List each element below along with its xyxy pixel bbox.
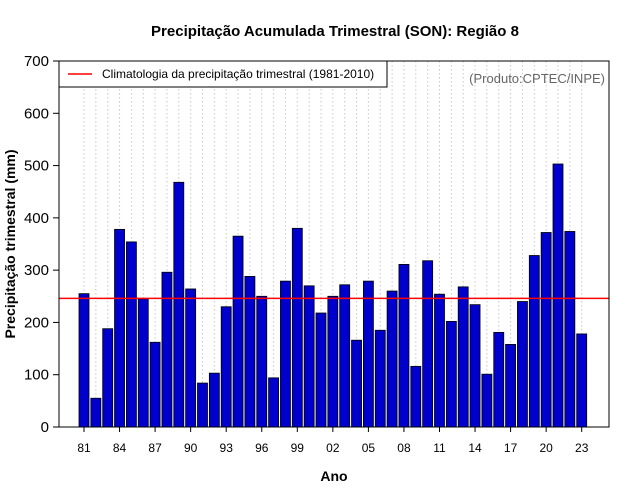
x-tick-label: 20 (539, 441, 553, 455)
y-tick-label: 400 (24, 210, 49, 227)
bar-2009 (410, 365, 422, 428)
bar-2005 (362, 280, 374, 428)
bar-2018 (517, 301, 528, 428)
x-tick-label: 90 (184, 441, 198, 455)
bar-2022 (564, 231, 576, 428)
bar-1989 (173, 181, 185, 428)
bar-2023 (576, 333, 588, 428)
bar-1996 (256, 295, 268, 428)
bar-1999 (291, 227, 303, 428)
y-tick-label: 700 (24, 53, 49, 70)
legend-climatology-label: Climatologia da precipitação trimestral … (102, 67, 374, 81)
x-tick-label: 87 (148, 441, 162, 455)
bar-2019 (528, 255, 540, 428)
bar-2017 (505, 343, 517, 428)
y-tick-label: 100 (24, 367, 49, 384)
x-tick-label: 02 (326, 441, 340, 455)
bar-2014 (469, 304, 481, 428)
bar-1984 (114, 228, 125, 428)
bar-2021 (552, 163, 564, 428)
y-tick-label: 0 (41, 419, 49, 436)
bar-2008 (398, 263, 410, 428)
x-tick-label: 99 (291, 441, 305, 455)
bar-1992 (208, 372, 220, 428)
y-tick-label: 300 (24, 262, 49, 279)
chart-title: Precipitação Acumulada Trimestral (SON):… (151, 23, 519, 40)
bar-1987 (149, 341, 161, 428)
bar-1983 (102, 328, 114, 428)
bar-1986 (137, 298, 149, 428)
legend-box (58, 60, 388, 88)
bars (78, 163, 588, 428)
y-tick-label: 500 (24, 158, 49, 175)
x-tick-label: 81 (77, 441, 91, 455)
bar-2016 (493, 331, 505, 428)
x-tick-label: 11 (433, 441, 446, 455)
x-tick-label: 93 (220, 441, 234, 455)
bar-2000 (303, 285, 315, 428)
x-tick-label: 08 (397, 441, 411, 455)
bar-2001 (315, 312, 327, 428)
y-axis: 0 100 200 300 400 500 600 700 (24, 53, 59, 436)
bar-2010 (422, 260, 434, 428)
bar-2003 (339, 284, 351, 428)
legend: Climatologia da precipitação trimestral … (58, 60, 388, 88)
bar-1993 (220, 306, 232, 428)
x-axis: 81 84 87 90 93 96 99 02 05 08 11 14 17 20 23 (77, 427, 589, 455)
bar-1991 (197, 382, 208, 428)
x-axis-label: Ano (320, 468, 347, 484)
bar-1988 (161, 271, 173, 428)
bar-1994 (232, 235, 244, 428)
x-tick-label: 84 (113, 441, 127, 455)
bar-2002 (327, 295, 339, 428)
bar-1998 (280, 280, 291, 428)
bar-2006 (374, 329, 386, 428)
bar-2020 (540, 232, 552, 428)
bar-2011 (434, 293, 445, 428)
bar-2015 (481, 373, 493, 428)
y-tick-label: 600 (24, 105, 49, 122)
bar-1981 (78, 293, 90, 428)
bar-1990 (185, 288, 197, 428)
bar-2012 (445, 320, 457, 428)
bar-2004 (351, 339, 362, 428)
x-tick-label: 05 (362, 441, 376, 455)
x-tick-label: 14 (468, 441, 482, 455)
bar-1985 (126, 241, 137, 428)
credit-text: (Produto:CPTEC/INPE) (469, 71, 605, 86)
y-tick-label: 200 (24, 314, 49, 331)
x-tick-label: 96 (255, 441, 269, 455)
x-tick-label: 17 (504, 441, 518, 455)
bar-2007 (386, 290, 398, 428)
bar-1982 (90, 397, 102, 428)
x-tick-label: 23 (575, 441, 589, 455)
y-axis-label: Precipitação trimestral (mm) (2, 149, 18, 338)
bar-1997 (268, 377, 280, 428)
bar-2013 (457, 286, 469, 428)
